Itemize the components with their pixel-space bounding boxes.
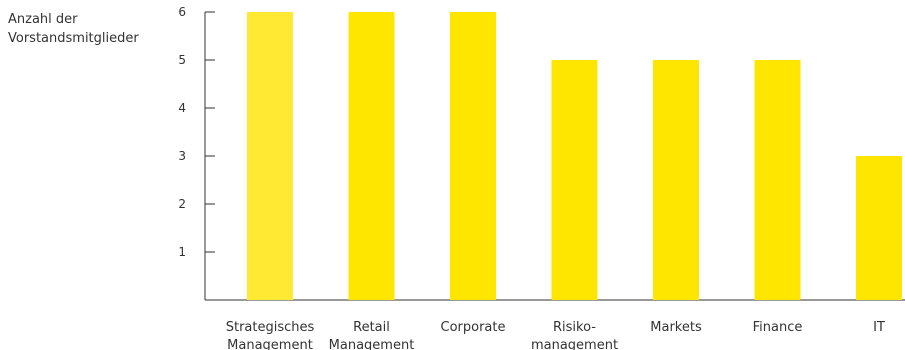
y-axis-title-line: Anzahl der <box>8 12 78 27</box>
x-category-label: Risiko- <box>553 320 596 335</box>
bar <box>450 12 496 300</box>
bar <box>551 60 598 300</box>
bar <box>754 60 801 300</box>
y-tick-label: 5 <box>178 53 186 67</box>
x-axis: Strategisches Management Retail Management C… <box>226 320 885 350</box>
x-category-label: Retail <box>353 320 390 335</box>
y-tick-label: 6 <box>178 5 186 19</box>
x-category-label: Management <box>227 338 313 350</box>
x-category-label: management <box>531 338 618 350</box>
x-category-label: IT <box>873 320 885 335</box>
y-tick-label: 2 <box>178 197 186 211</box>
bar <box>856 156 902 300</box>
bar <box>653 60 699 300</box>
x-category-label: Markets <box>650 320 702 335</box>
y-tick-label: 1 <box>178 245 186 259</box>
y-tick-label: 4 <box>178 101 186 115</box>
y-tick-label: 3 <box>178 149 186 163</box>
bars <box>247 12 902 300</box>
y-axis-title-line: Vorstandsmitglieder <box>8 31 139 46</box>
x-category-label: Management <box>329 338 415 350</box>
y-axis-title: Anzahl der Vorstandsmitglieder <box>8 12 139 46</box>
x-category-label: Finance <box>753 320 803 335</box>
x-category-label: Corporate <box>441 320 506 335</box>
x-category-label: Strategisches <box>226 320 315 335</box>
bar <box>247 12 293 300</box>
bar <box>348 12 395 300</box>
